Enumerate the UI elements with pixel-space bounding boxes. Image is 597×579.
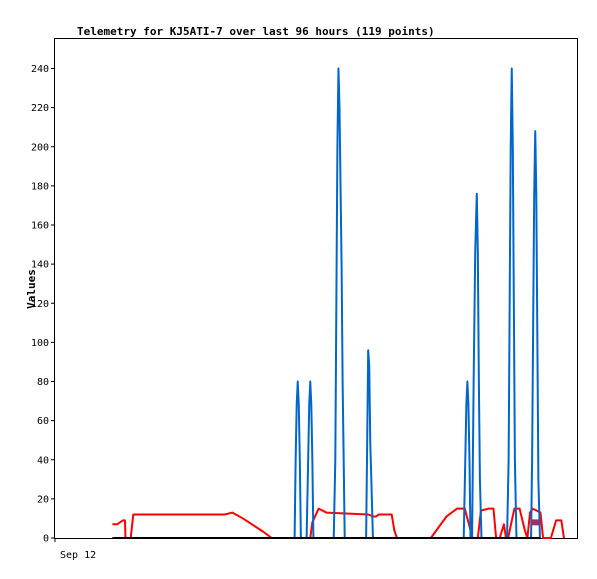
y-tick-label: 180 — [31, 181, 49, 192]
y-axis-ticks: 0 20 40 60 80 100 120 140 160 180 200 220 240 — [31, 64, 55, 545]
y-tick-label: 0 — [43, 534, 49, 545]
y-tick-label: 140 — [31, 260, 49, 271]
x-axis-ticks: Sep 12 — [54, 538, 96, 561]
y-tick-label: 220 — [31, 103, 49, 114]
x-tick-label: Sep 12 — [60, 550, 96, 561]
series-line-1 — [112, 507, 565, 539]
y-tick-label: 20 — [37, 494, 49, 505]
series-line-2 — [112, 67, 541, 539]
y-tick-label: 120 — [31, 299, 49, 310]
y-tick-label: 80 — [37, 377, 49, 388]
y-tick-label: 240 — [31, 64, 49, 75]
plot-frame — [54, 38, 578, 539]
y-tick-label: 60 — [37, 416, 49, 427]
y-tick-label: 200 — [31, 142, 49, 153]
series-lines — [112, 67, 565, 539]
chart-title: Telemetry for KJ5ATI-7 over last 96 hour… — [77, 25, 435, 38]
y-tick-label: 100 — [31, 338, 49, 349]
y-axis-label: Values — [25, 269, 38, 309]
y-tick-label: 160 — [31, 221, 49, 232]
y-tick-label: 40 — [37, 455, 49, 466]
